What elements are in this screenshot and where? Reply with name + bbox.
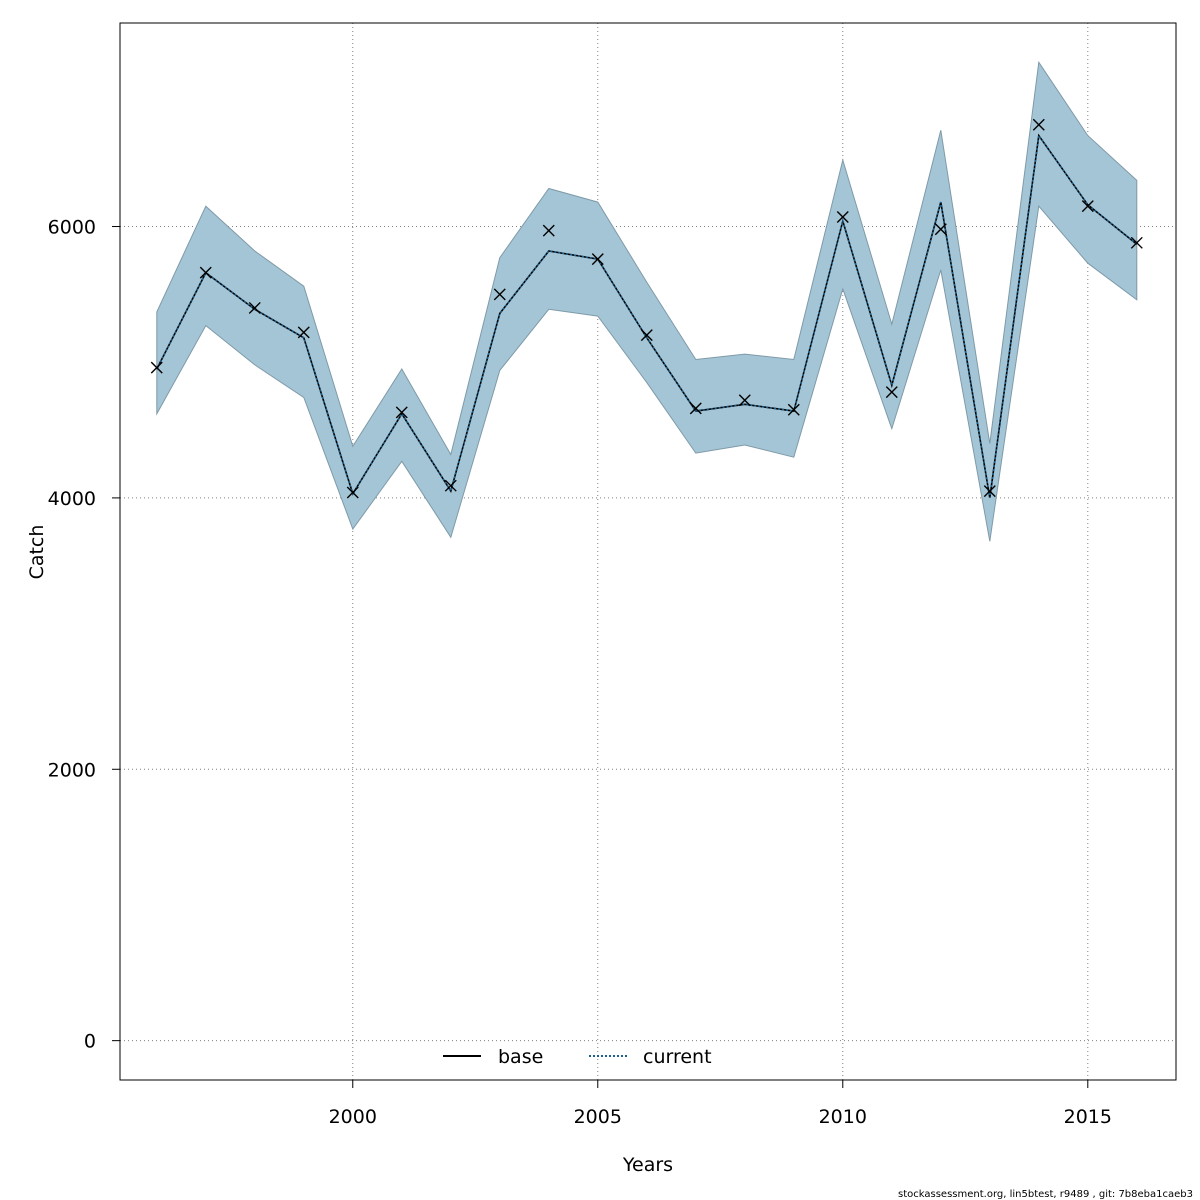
- observed-point-stroke: [199, 266, 212, 279]
- observed-point-2004: [542, 224, 555, 237]
- observed-point-stroke: [395, 406, 408, 419]
- observed-point-1998: [248, 301, 261, 314]
- observed-point-2016: [1130, 236, 1143, 249]
- observed-point-2003: [493, 288, 506, 301]
- observed-point-stroke: [934, 223, 947, 236]
- observed-point-stroke: [591, 253, 604, 266]
- observed-point-2008: [738, 394, 751, 407]
- observed-point-2000: [346, 486, 359, 499]
- y-tick-label-2000: 2000: [48, 759, 96, 781]
- y-axis: 0 2000 4000 6000: [48, 217, 120, 1053]
- x-axis-title: Years: [622, 1154, 673, 1176]
- observed-point-stroke: [346, 486, 359, 499]
- observed-point-1996: [150, 361, 163, 374]
- observed-point-2005: [591, 253, 604, 266]
- x-axis: 2000 2005 2010 2015: [329, 1080, 1112, 1128]
- x-tick-label-2000: 2000: [329, 1106, 377, 1128]
- observed-point-1997: [199, 266, 212, 279]
- observed-point-2010: [836, 211, 849, 224]
- observed-point-stroke: [297, 326, 310, 339]
- observed-point-stroke: [444, 479, 457, 492]
- observed-point-stroke: [836, 211, 849, 224]
- y-tick-label-6000: 6000: [48, 217, 96, 239]
- observed-point-stroke: [150, 361, 163, 374]
- observed-point-stroke: [885, 386, 898, 399]
- observed-point-2006: [640, 329, 653, 342]
- observed-point-stroke: [248, 301, 261, 314]
- y-tick-label-0: 0: [84, 1031, 96, 1053]
- observed-point-stroke: [542, 224, 555, 237]
- x-tick-label-2015: 2015: [1064, 1106, 1112, 1128]
- confidence-band: [156, 60, 1138, 542]
- observed-point-stroke: [493, 288, 506, 301]
- observed-point-stroke: [1032, 118, 1045, 131]
- x-tick-label-2010: 2010: [819, 1106, 867, 1128]
- series-line-current: [156, 133, 1138, 499]
- legend: base current: [443, 1046, 712, 1068]
- observed-point-2013: [983, 485, 996, 498]
- observed-point-2011: [885, 386, 898, 399]
- observed-point-stroke: [983, 485, 996, 498]
- observed-point-2009: [787, 403, 800, 416]
- observed-point-stroke: [787, 403, 800, 416]
- y-axis-title: Catch: [26, 525, 48, 580]
- legend-label-base: base: [498, 1046, 543, 1068]
- observed-point-stroke: [738, 394, 751, 407]
- observed-point-stroke: [1081, 200, 1094, 213]
- x-tick-label-2005: 2005: [574, 1106, 622, 1128]
- observed-point-2001: [395, 406, 408, 419]
- observed-point-stroke: [1130, 236, 1143, 249]
- observed-point-2015: [1081, 200, 1094, 213]
- observed-point-2002: [444, 479, 457, 492]
- observed-point-1999: [297, 326, 310, 339]
- observed-markers: [150, 118, 1143, 499]
- plot-frame: [119, 22, 1177, 1081]
- observed-point-stroke: [640, 329, 653, 342]
- observed-point-2014: [1032, 118, 1045, 131]
- y-tick-label-4000: 4000: [48, 488, 96, 510]
- series-lines: [156, 133, 1138, 499]
- legend-label-current: current: [643, 1046, 712, 1068]
- footer-credit: stockassessment.org, lin5btest, r9489 , …: [898, 1189, 1193, 1200]
- observed-point-stroke: [689, 402, 702, 415]
- observed-point-2012: [934, 223, 947, 236]
- observed-point-2007: [689, 402, 702, 415]
